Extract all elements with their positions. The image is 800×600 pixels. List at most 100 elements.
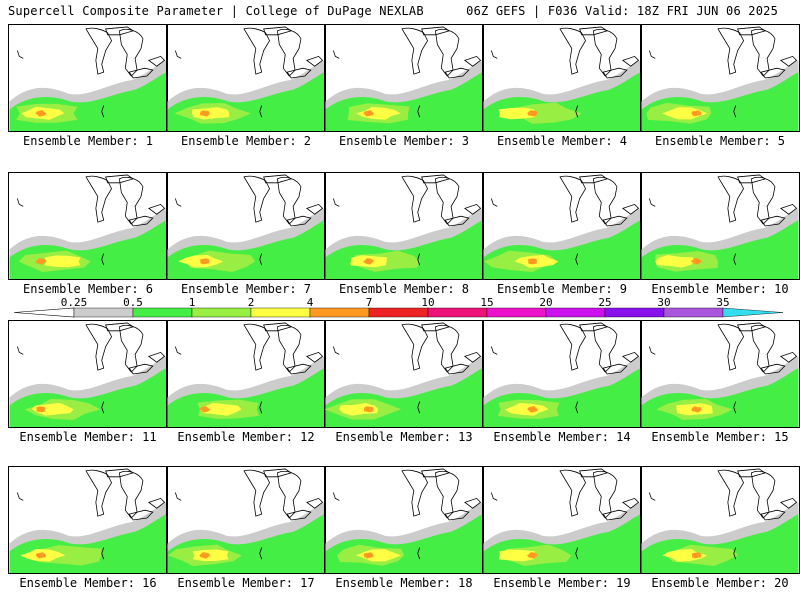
lake-outline [286,215,312,227]
member-label: Ensemble Member: 3 [338,134,470,148]
scp-contour-4 [691,110,702,117]
scp-contour-2 [655,255,695,268]
scp-contour-4 [691,406,702,413]
member-label: Ensemble Member: 17 [177,576,315,590]
ensemble-panel: Ensemble Member: 19 [482,466,642,590]
member-map [166,172,326,280]
lake-outline [444,67,470,79]
member-map [324,172,484,280]
ensemble-panel: Ensemble Member: 20 [640,466,800,590]
coast-fragment [174,198,182,207]
member-label: Ensemble Member: 4 [496,134,628,148]
lake-outline [717,469,745,517]
lake-outline [243,175,271,223]
lake-outline [750,470,776,519]
coast-fragment [174,346,182,355]
ensemble-panel: Ensemble Member: 13 [324,320,484,444]
lake-outline [276,470,302,519]
lake-outline [401,469,429,517]
lake-outline [148,351,166,363]
colorbar-segment [132,307,193,318]
lake-outline [750,28,776,77]
lake-outline [434,470,460,519]
river-fragment [733,105,737,118]
lake-outline [579,26,609,36]
river-fragment [733,547,737,560]
coast-fragment [490,346,498,355]
lake-outline [286,363,312,375]
scp-contour-2 [199,402,242,416]
member-map [640,466,800,574]
coast-fragment [16,50,24,59]
member-label: Ensemble Member: 5 [654,134,786,148]
coast-fragment [16,492,24,501]
lake-outline [401,27,429,75]
lake-outline [737,468,767,478]
member-label: Ensemble Member: 12 [177,430,315,444]
lake-outline [306,497,324,509]
member-map [640,24,800,132]
colorbar-low-arrow [13,307,75,318]
river-fragment [259,547,263,560]
lake-outline [263,468,293,478]
member-label: Ensemble Member: 20 [651,576,789,590]
lake-outline [592,176,618,225]
member-map [482,466,642,574]
lake-outline [559,469,587,517]
lake-outline [401,175,429,223]
lake-outline [276,28,302,77]
lake-outline [602,67,628,79]
scp-contour-4 [527,110,538,117]
scp-contour-4 [527,406,538,413]
ensemble-panel: Ensemble Member: 15 [640,320,800,444]
member-map [482,320,642,428]
scp-contour-4 [199,406,211,413]
scp-contour-4 [35,110,47,117]
lake-outline [434,324,460,373]
ensemble-panel: Ensemble Member: 6 [8,172,168,296]
colorbar-segment [73,307,134,318]
lake-outline [128,215,154,227]
lake-outline [750,176,776,225]
member-label: Ensemble Member: 18 [335,576,473,590]
ensemble-panel: Ensemble Member: 5 [640,24,800,148]
colorbar-tick-label: 35 [716,296,729,309]
ensemble-panel: Ensemble Member: 16 [8,466,168,590]
lake-outline [421,174,451,184]
lake-outline [592,28,618,77]
lake-outline [118,28,144,77]
lake-outline [118,324,144,373]
lake-outline [602,363,628,375]
scp-contour-1 [39,545,102,566]
lake-outline [717,27,745,75]
lake-outline [444,215,470,227]
river-fragment [101,547,105,560]
scp-contour-4 [200,258,210,265]
member-map [8,320,168,428]
colorbar-tick-label: 0.5 [123,296,143,309]
coast-fragment [490,198,498,207]
coast-fragment [648,346,656,355]
color-scale-legend: 0.25 0.5 1 2 4 7 10 15 20 25 30 35 [13,296,784,318]
member-label: Ensemble Member: 6 [22,282,154,296]
lake-outline [243,323,271,371]
river-fragment [575,547,579,560]
coast-fragment [490,50,498,59]
lake-outline [717,323,745,371]
member-label: Ensemble Member: 7 [180,282,312,296]
member-label: Ensemble Member: 14 [493,430,631,444]
colorbar-tick-label: 10 [421,296,434,309]
member-map [8,24,168,132]
lake-outline [263,322,293,332]
member-map [324,320,484,428]
coast-fragment [332,492,340,501]
member-label: Ensemble Member: 9 [496,282,628,296]
colorbar-tick-label: 0.25 [61,296,88,309]
scp-contour-2 [498,107,536,120]
lake-outline [85,469,113,517]
river-fragment [417,401,421,414]
lake-outline [579,468,609,478]
coast-fragment [490,492,498,501]
lake-outline [464,497,482,509]
colorbar-tick-label: 4 [307,296,314,309]
